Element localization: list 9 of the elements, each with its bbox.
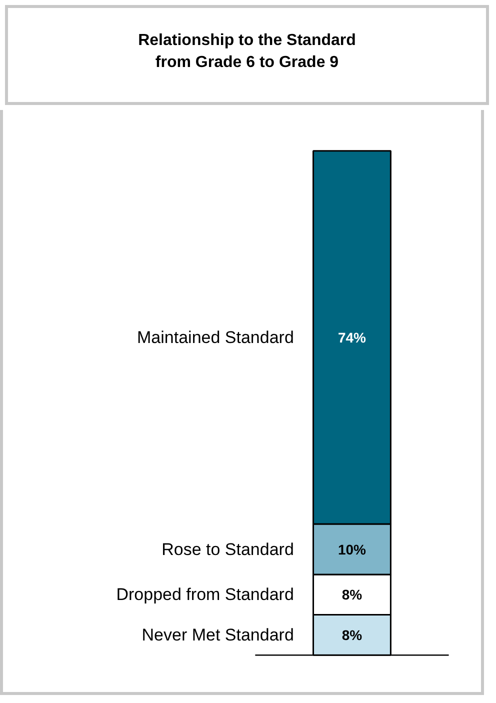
series-label: Dropped from Standard xyxy=(116,585,294,604)
data-label: 8% xyxy=(342,586,363,603)
series-label: Never Met Standard xyxy=(142,625,294,644)
chart-title: Relationship to the Standard from Grade 6 to Grade 9 xyxy=(138,31,356,73)
series-label: Rose to Standard xyxy=(162,540,294,559)
data-label: 10% xyxy=(338,541,367,558)
data-label: 8% xyxy=(342,626,363,643)
series-label: Maintained Standard xyxy=(137,328,294,347)
data-label: 74% xyxy=(338,329,367,346)
